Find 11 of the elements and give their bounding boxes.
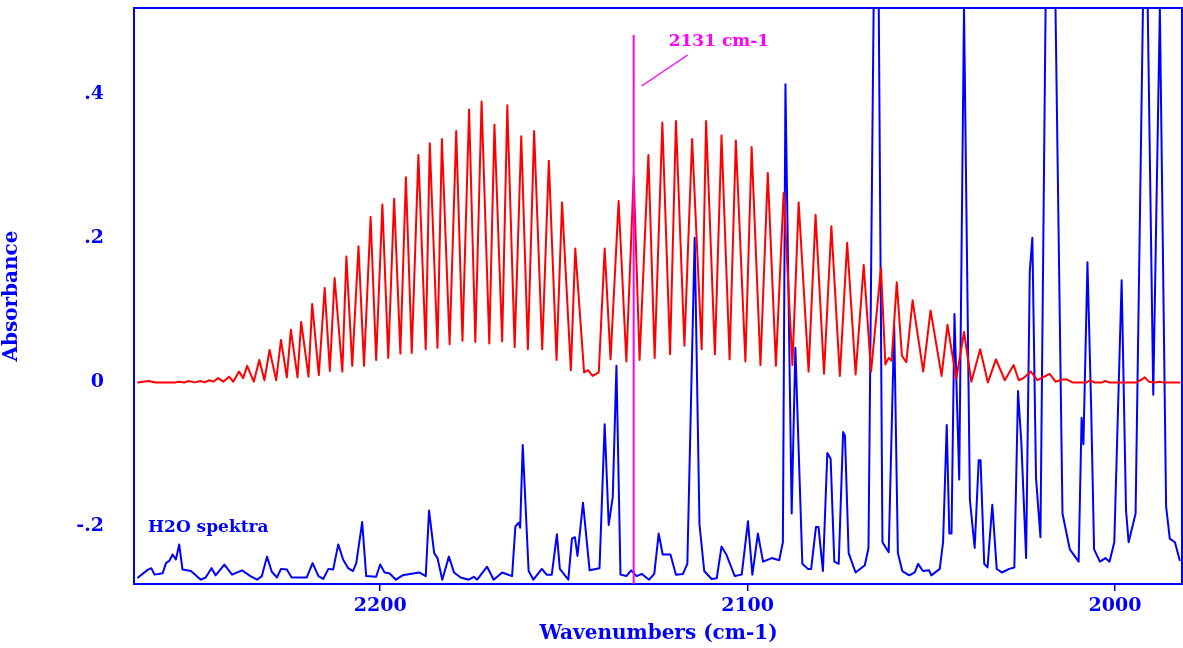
x-axis-title: Wavenumbers (cm-1) xyxy=(538,620,778,645)
x-tick-label: 2000 xyxy=(1088,593,1142,616)
y-tick-label: .2 xyxy=(84,225,104,248)
ref-line-label: 2131 cm-1 xyxy=(668,30,770,51)
y-tick-label: .4 xyxy=(84,81,104,104)
x-tick-label: 2100 xyxy=(721,593,775,616)
y-tick-label: 0 xyxy=(90,369,104,392)
y-tick-label: -.2 xyxy=(76,513,104,536)
x-tick-label: 2200 xyxy=(353,593,407,616)
series-label: H2O spektra xyxy=(148,516,269,537)
y-axis-title: Absorbance xyxy=(0,230,23,363)
